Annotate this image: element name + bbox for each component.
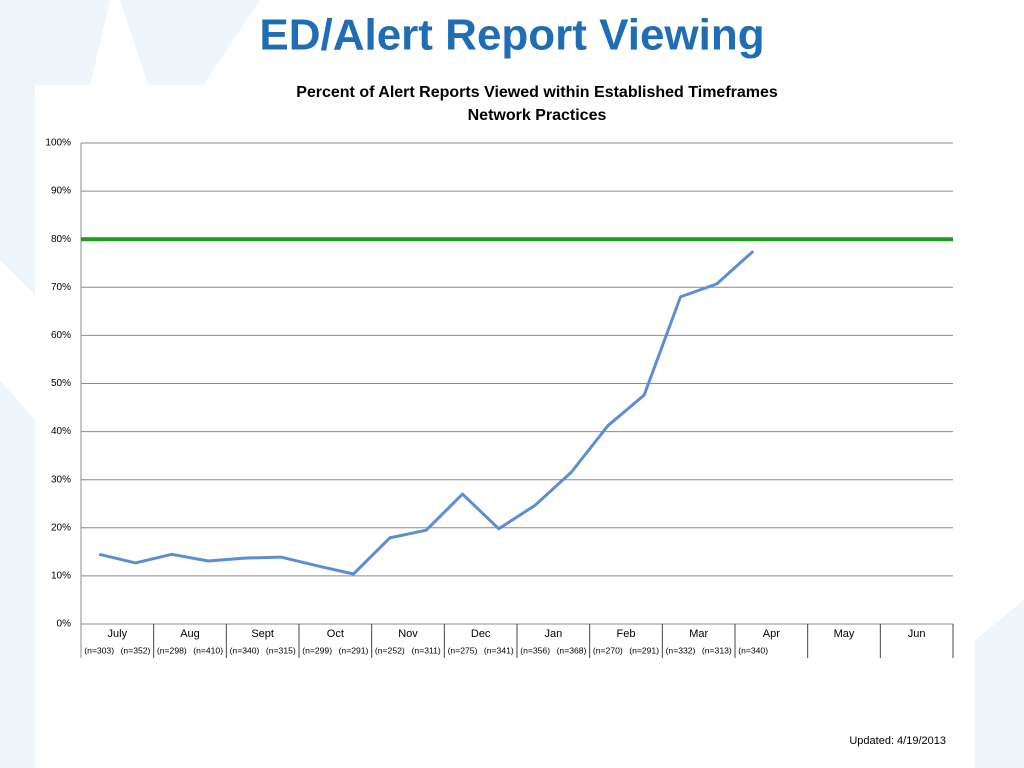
period-label: (n=340): [738, 645, 768, 655]
x-tick-label: Oct: [327, 628, 344, 640]
x-tick-label: Apr: [763, 628, 780, 640]
y-tick-label: 80%: [51, 234, 71, 245]
period-label: (n=340): [230, 645, 260, 655]
x-tick-label: Jan: [544, 628, 562, 640]
updated-note: Updated: 4/19/2013: [849, 735, 946, 747]
y-tick-label: 50%: [51, 378, 71, 389]
x-tick-label: Sept: [251, 628, 274, 640]
period-label: (n=315): [266, 645, 296, 655]
y-tick-label: 60%: [51, 330, 71, 341]
x-tick-label: July: [108, 628, 128, 640]
y-tick-label: 10%: [51, 571, 71, 582]
x-tick-label: Dec: [471, 628, 491, 640]
period-label: (n=252): [375, 645, 405, 655]
y-tick-label: 70%: [51, 282, 71, 293]
x-tick-label: Aug: [180, 628, 200, 640]
x-tick-label: Nov: [398, 628, 418, 640]
period-label: (n=356): [520, 645, 550, 655]
period-label: (n=303): [84, 645, 114, 655]
chart-subtitle: Network Practices: [468, 107, 607, 124]
y-tick-label: 30%: [51, 474, 71, 485]
period-label: (n=298): [157, 645, 187, 655]
x-tick-label: Mar: [689, 628, 708, 640]
period-label: (n=313): [702, 645, 732, 655]
bg-shape: [120, 0, 260, 90]
slide-title: ED/Alert Report Viewing: [259, 11, 764, 60]
period-label: (n=270): [593, 645, 623, 655]
period-label: (n=275): [448, 645, 478, 655]
period-label: (n=311): [412, 645, 441, 655]
y-tick-label: 0%: [57, 619, 72, 630]
data-line: [98, 250, 755, 576]
period-label: (n=299): [302, 645, 332, 655]
y-tick-label: 20%: [51, 522, 71, 533]
bg-shape: [975, 600, 1024, 768]
period-label: (n=410): [193, 645, 223, 655]
period-label: (n=368): [557, 645, 587, 655]
period-label: (n=341): [484, 645, 514, 655]
period-label: (n=352): [121, 645, 151, 655]
plot: 0% 10% 20% 30% 40% 50% 60% 70% 80% 90% 100% July Aug…: [45, 138, 954, 658]
bg-shape: [0, 380, 35, 768]
x-tick-label: Feb: [617, 628, 636, 640]
period-label: (n=291): [339, 645, 369, 655]
chart-panel: [35, 85, 975, 768]
period-label: (n=332): [666, 645, 696, 655]
y-tick-label: 100%: [45, 138, 71, 149]
x-tick-label: Jun: [908, 628, 926, 640]
period-label: (n=291): [629, 645, 659, 655]
chart-title: Percent of Alert Reports Viewed within E…: [296, 84, 778, 101]
x-tick-label: May: [834, 628, 855, 640]
y-tick-label: 90%: [51, 186, 71, 197]
y-tick-label: 40%: [51, 426, 71, 437]
